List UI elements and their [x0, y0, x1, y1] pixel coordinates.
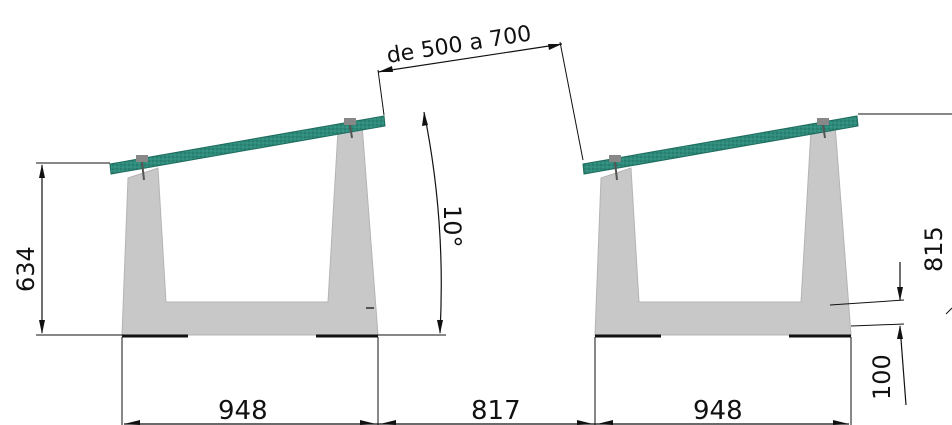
spacing-arrow-left: [378, 66, 393, 72]
right-bolt-a: [614, 161, 618, 181]
base-arrow-top: [897, 287, 903, 301]
angle-arrow-top: [422, 112, 428, 126]
right-clamp-b: [817, 118, 829, 125]
spacing-ext-left: [377, 69, 385, 116]
left-bolt-b: [349, 124, 353, 139]
base-height-dimension: 100: [829, 262, 952, 406]
base-corner-mark: [945, 307, 952, 315]
left-bolt-a: [141, 161, 145, 181]
spacing-dimension: de 500 a 700: [377, 21, 584, 161]
height-left-label: 634: [12, 246, 40, 292]
left-support: [109, 115, 386, 338]
right-bolt-b: [822, 124, 826, 139]
angle-label: 10°: [438, 205, 466, 248]
spacing-dim-line: [377, 43, 563, 73]
bottom-arrow-2: [360, 420, 376, 425]
height-right-label: 815: [920, 226, 948, 272]
width-right-label: 948: [693, 396, 743, 425]
left-clamp-b: [344, 118, 356, 125]
right-solar-panel: [582, 115, 859, 175]
bottom-arrow-5: [597, 420, 613, 425]
bottom-dimensions: 948 817 948: [121, 337, 852, 425]
right-support: [582, 115, 859, 338]
angle-arrow-bottom: [437, 320, 443, 334]
bottom-arrow-4: [577, 420, 593, 425]
height-left-arrow-bottom: [39, 320, 45, 334]
left-solar-panel: [109, 115, 386, 175]
left-clamp-a: [136, 155, 148, 162]
bottom-arrow-1: [124, 420, 140, 425]
base-ext-bottom: [850, 323, 905, 327]
angle-dimension: 10°: [378, 111, 466, 336]
bottom-arrow-3: [380, 420, 396, 425]
base-arrow-bottom: [897, 325, 903, 339]
spacing-ext-right: [559, 41, 584, 161]
base-dim-line-bottom: [899, 325, 907, 406]
width-left-label: 948: [218, 396, 268, 425]
height-left-arrow-top: [39, 164, 45, 178]
base-height-label: 100: [868, 354, 896, 400]
base-ext-top: [829, 299, 905, 306]
gap-label: 817: [471, 396, 521, 425]
right-clamp-a: [609, 155, 621, 162]
spacing-arrow-right: [548, 44, 562, 50]
spacing-label: de 500 a 700: [385, 21, 533, 69]
height-right-dimension: 815: [858, 113, 952, 272]
bottom-arrow-6: [833, 420, 849, 425]
height-left-dimension: 634: [12, 162, 122, 336]
angle-arc: [423, 111, 442, 334]
